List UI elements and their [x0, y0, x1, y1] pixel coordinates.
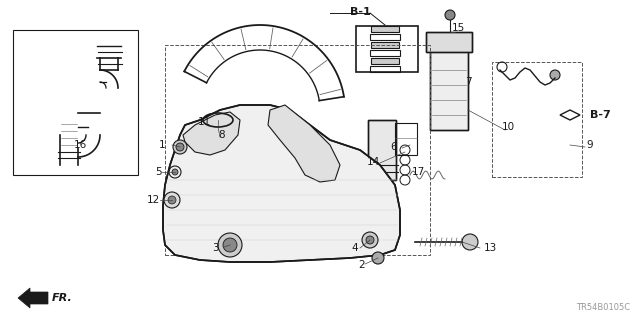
Circle shape	[218, 233, 242, 257]
Polygon shape	[183, 112, 240, 155]
Circle shape	[172, 169, 178, 175]
Text: 17: 17	[412, 167, 424, 177]
Bar	[371, 26, 399, 32]
Text: B-1: B-1	[350, 7, 371, 17]
Circle shape	[173, 140, 187, 154]
Circle shape	[168, 196, 176, 204]
Polygon shape	[163, 105, 400, 262]
Text: 9: 9	[587, 140, 593, 150]
Bar	[426, 32, 472, 52]
Bar	[356, 26, 418, 72]
Text: 1: 1	[159, 140, 165, 150]
Circle shape	[462, 234, 478, 250]
Bar	[371, 58, 399, 64]
Circle shape	[445, 10, 455, 20]
Bar	[370, 34, 400, 40]
Text: 16: 16	[74, 140, 86, 150]
Bar	[368, 120, 396, 180]
Text: 4: 4	[352, 243, 358, 253]
Bar	[430, 50, 468, 130]
Bar	[370, 66, 400, 72]
Bar	[430, 50, 468, 130]
Bar	[426, 32, 472, 52]
Text: FR.: FR.	[52, 293, 73, 303]
Bar	[165, 45, 430, 255]
Bar	[368, 120, 396, 180]
Bar	[370, 50, 400, 56]
Text: 10: 10	[501, 122, 515, 132]
Circle shape	[366, 236, 374, 244]
Bar	[13, 30, 138, 175]
Bar	[371, 42, 399, 48]
Polygon shape	[268, 105, 340, 182]
Circle shape	[550, 70, 560, 80]
Text: 5: 5	[155, 167, 161, 177]
Circle shape	[223, 238, 237, 252]
Text: 6: 6	[390, 142, 397, 152]
Text: 15: 15	[451, 23, 465, 33]
Text: 14: 14	[366, 157, 380, 167]
Text: 3: 3	[212, 243, 218, 253]
Text: B-7: B-7	[590, 110, 611, 120]
Text: 11: 11	[197, 117, 211, 127]
Text: 2: 2	[358, 260, 365, 270]
Circle shape	[362, 232, 378, 248]
Text: 12: 12	[147, 195, 159, 205]
Bar	[395, 123, 417, 155]
Circle shape	[164, 192, 180, 208]
Circle shape	[176, 143, 184, 151]
Text: 7: 7	[465, 77, 471, 87]
Polygon shape	[18, 288, 48, 308]
Text: 13: 13	[483, 243, 497, 253]
Circle shape	[372, 252, 384, 264]
Text: TR54B0105C: TR54B0105C	[576, 303, 630, 313]
Bar	[492, 62, 582, 177]
Text: 8: 8	[219, 130, 225, 140]
